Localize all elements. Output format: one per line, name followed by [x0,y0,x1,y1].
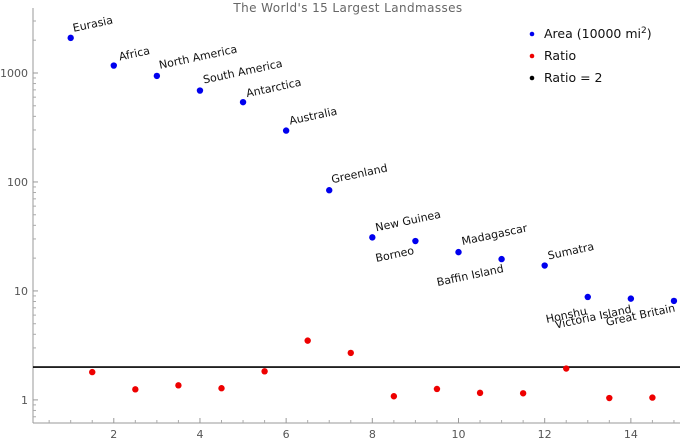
x-tick-label: 12 [538,428,552,440]
ratio-point [89,368,96,376]
area-point [412,237,419,245]
axes: 1 10 100 1000 2 4 6 8 10 12 14 [0,8,680,440]
ratio-point [519,390,527,397]
ratio-point [649,394,656,401]
point-label: Borneo [374,244,415,265]
ratio-point [606,394,613,402]
area-point [670,297,678,305]
area-point [239,98,247,106]
point-label: Greenland [330,162,389,187]
x-tick-label: 6 [283,428,290,440]
y-tick-label: 1 [21,394,28,407]
ratio-point [390,393,398,400]
ratio-point [347,349,354,357]
area-point [282,127,290,134]
legend-label-text: Ratio [544,48,576,63]
area-point [110,62,117,69]
point-label: Australia [288,105,338,128]
point-label: Baffin Island [436,262,505,289]
ratio-point [261,368,268,375]
ratio-point [218,385,225,392]
chart-title: The World's 15 Largest Landmasses [232,1,462,15]
x-tick-label: 4 [196,428,203,440]
legend: Area (10000 mi2) Ratio Ratio = 2 [529,26,652,85]
x-tick-label: 8 [369,428,376,440]
legend-marker [529,75,535,81]
legend-label-text: Ratio = 2 [544,70,602,85]
legend-marker [529,53,535,59]
ratio-point [433,385,441,393]
x-tick-label: 10 [452,428,466,440]
point-label: Africa [118,44,151,63]
area-point [584,293,591,301]
point-label: North America [158,43,239,72]
legend-label-suffix: ) [647,26,652,41]
point-label: Sumatra [547,240,596,262]
point-label: Antarctica [245,76,303,100]
x-tick-label: 2 [110,428,117,440]
legend-label: Ratio [544,48,576,63]
point-label: Eurasia [72,14,115,35]
area-point [153,72,161,80]
x-tick-label: 14 [624,428,638,440]
area-point [196,87,204,94]
legend-label: Ratio = 2 [544,70,602,85]
ratio-point [563,365,570,372]
legend-label: Area (10000 mi2) [544,26,652,41]
ratio-point [132,386,139,393]
area-point [498,255,505,263]
area-point [455,248,462,256]
area-point [326,187,333,194]
y-tick-label: 10 [14,285,28,298]
legend-marker [529,31,535,37]
y-tick-label: 1000 [0,67,28,80]
point-label: Madagascar [460,221,528,248]
points-layer [67,34,678,402]
area-point [541,262,548,269]
legend-label-text: Area (10000 mi [544,26,641,41]
y-tick-label: 100 [7,176,28,189]
ratio-point [476,389,484,397]
ratio-point [175,382,182,389]
point-label: New Guinea [374,208,442,235]
area-point [627,295,635,302]
area-point [369,234,376,241]
area-point [67,34,74,42]
ratio-point [304,337,311,344]
legend-label-superscript: 2 [641,26,647,36]
